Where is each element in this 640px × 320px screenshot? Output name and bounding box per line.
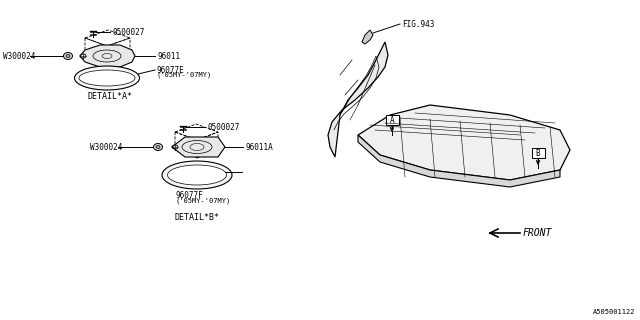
Ellipse shape bbox=[74, 66, 140, 90]
Text: 96077F: 96077F bbox=[175, 190, 203, 199]
Text: A: A bbox=[390, 116, 394, 124]
Ellipse shape bbox=[162, 161, 232, 189]
Polygon shape bbox=[358, 135, 560, 187]
Text: ('05MY-'07MY): ('05MY-'07MY) bbox=[156, 72, 211, 78]
Polygon shape bbox=[328, 42, 388, 157]
Text: DETAIL*A*: DETAIL*A* bbox=[87, 92, 132, 101]
Polygon shape bbox=[172, 137, 225, 157]
Text: FRONT: FRONT bbox=[523, 228, 552, 238]
Polygon shape bbox=[80, 45, 135, 67]
FancyBboxPatch shape bbox=[385, 115, 399, 124]
Text: 0500027: 0500027 bbox=[207, 123, 239, 132]
Ellipse shape bbox=[168, 165, 227, 185]
Text: B: B bbox=[536, 148, 540, 157]
Text: 96077E: 96077E bbox=[156, 66, 184, 75]
Polygon shape bbox=[362, 30, 373, 44]
Text: DETAIL*B*: DETAIL*B* bbox=[174, 213, 219, 222]
Ellipse shape bbox=[66, 54, 70, 58]
Ellipse shape bbox=[63, 52, 72, 60]
Text: 0500027: 0500027 bbox=[112, 28, 145, 36]
Text: W300024: W300024 bbox=[3, 52, 35, 60]
Text: 96011: 96011 bbox=[157, 52, 180, 60]
Ellipse shape bbox=[154, 143, 163, 150]
Polygon shape bbox=[358, 105, 570, 180]
Ellipse shape bbox=[156, 146, 160, 148]
FancyBboxPatch shape bbox=[531, 148, 545, 157]
Text: W300024: W300024 bbox=[90, 142, 122, 151]
Text: ('05MY-'07MY): ('05MY-'07MY) bbox=[175, 198, 230, 204]
Text: 96011A: 96011A bbox=[245, 142, 273, 151]
Text: A505001122: A505001122 bbox=[593, 309, 635, 315]
Text: FIG.943: FIG.943 bbox=[402, 20, 435, 28]
Ellipse shape bbox=[79, 70, 135, 86]
